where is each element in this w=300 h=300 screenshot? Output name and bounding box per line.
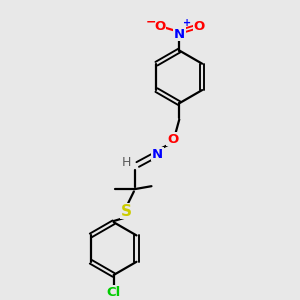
Text: N: N [174,28,185,40]
Text: O: O [167,133,178,146]
Text: −: − [146,15,156,28]
Text: N: N [152,148,163,161]
Text: H: H [121,156,131,169]
Text: +: + [183,18,192,28]
Text: O: O [193,20,205,33]
Text: Cl: Cl [106,286,121,299]
Text: S: S [121,204,132,219]
Text: O: O [154,20,165,33]
